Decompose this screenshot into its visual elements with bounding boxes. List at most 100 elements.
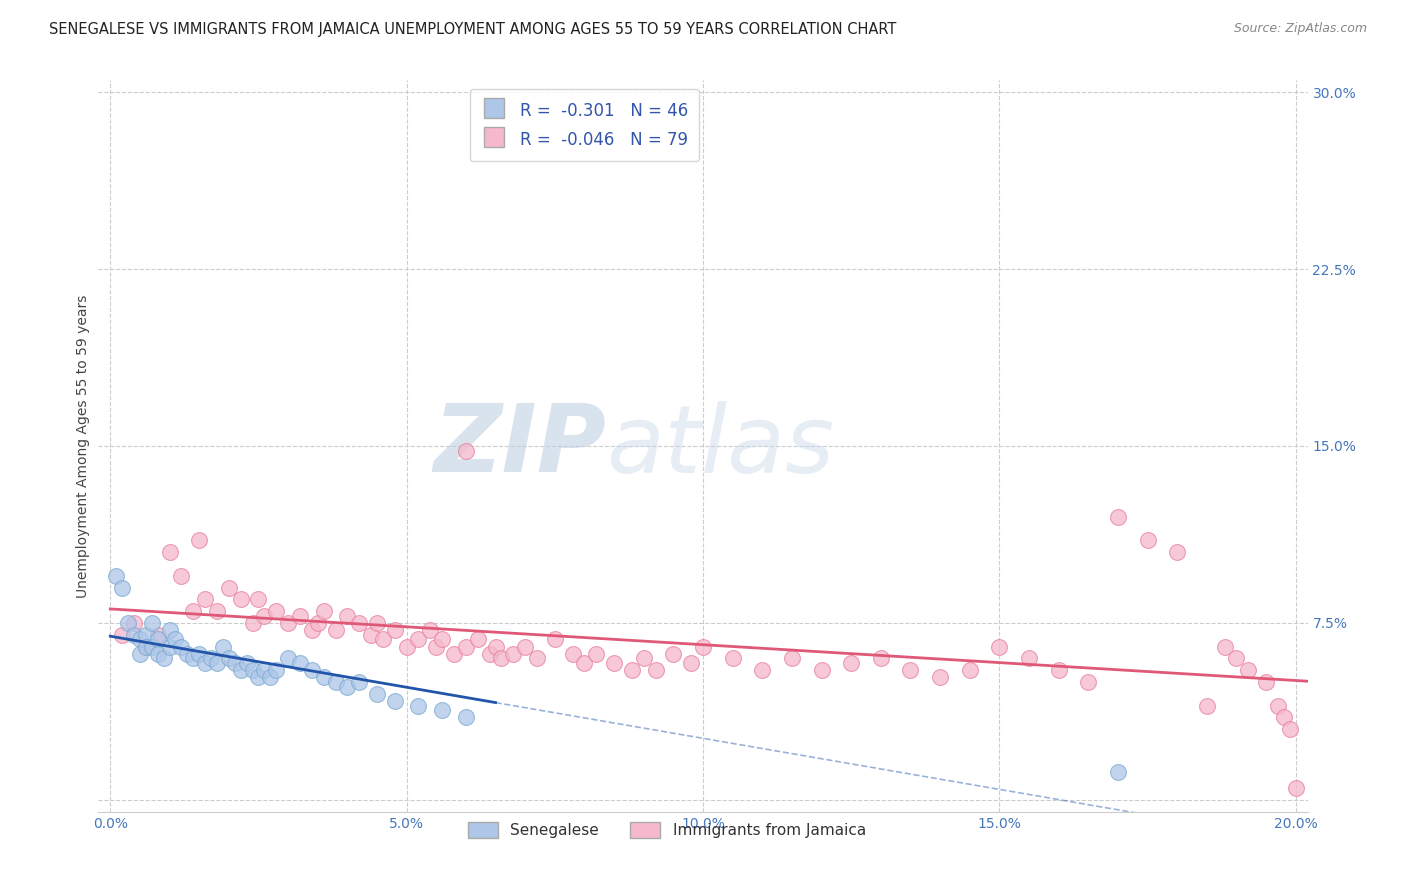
Point bbox=[780, 651, 803, 665]
Point bbox=[152, 651, 174, 665]
Point bbox=[360, 628, 382, 642]
Point bbox=[301, 623, 323, 637]
Point bbox=[200, 651, 222, 665]
Point bbox=[325, 675, 347, 690]
Point bbox=[633, 651, 655, 665]
Point bbox=[205, 604, 228, 618]
Point bbox=[1254, 675, 1277, 690]
Point bbox=[312, 604, 335, 618]
Point bbox=[515, 640, 537, 654]
Y-axis label: Unemployment Among Ages 55 to 59 years: Unemployment Among Ages 55 to 59 years bbox=[76, 294, 90, 598]
Point bbox=[135, 640, 157, 654]
Point bbox=[1272, 710, 1295, 724]
Point bbox=[1107, 509, 1129, 524]
Point bbox=[620, 663, 643, 677]
Point bbox=[288, 656, 311, 670]
Point bbox=[1077, 675, 1099, 690]
Point bbox=[347, 615, 370, 630]
Point bbox=[135, 640, 157, 654]
Point bbox=[247, 592, 270, 607]
Point bbox=[839, 656, 862, 670]
Point bbox=[224, 656, 246, 670]
Point bbox=[159, 640, 181, 654]
Point bbox=[264, 604, 287, 618]
Text: ZIP: ZIP bbox=[433, 400, 606, 492]
Point bbox=[491, 651, 513, 665]
Point bbox=[432, 703, 454, 717]
Point bbox=[869, 651, 891, 665]
Point bbox=[229, 663, 252, 677]
Point bbox=[117, 615, 139, 630]
Point bbox=[1166, 545, 1188, 559]
Point bbox=[1107, 764, 1129, 779]
Point bbox=[242, 663, 264, 677]
Point bbox=[253, 608, 276, 623]
Point bbox=[247, 670, 270, 684]
Point bbox=[146, 632, 169, 647]
Point bbox=[371, 632, 394, 647]
Point bbox=[959, 663, 981, 677]
Point bbox=[194, 592, 217, 607]
Point bbox=[264, 663, 287, 677]
Point bbox=[111, 628, 134, 642]
Point bbox=[1267, 698, 1289, 713]
Point bbox=[544, 632, 567, 647]
Point bbox=[561, 647, 583, 661]
Point bbox=[218, 651, 240, 665]
Point bbox=[159, 623, 181, 637]
Point bbox=[574, 656, 596, 670]
Point bbox=[1047, 663, 1070, 677]
Point bbox=[810, 663, 832, 677]
Text: Source: ZipAtlas.com: Source: ZipAtlas.com bbox=[1233, 22, 1367, 36]
Point bbox=[176, 647, 198, 661]
Point bbox=[384, 694, 406, 708]
Point bbox=[336, 608, 359, 623]
Point bbox=[603, 656, 626, 670]
Point bbox=[1018, 651, 1040, 665]
Point bbox=[212, 640, 235, 654]
Point bbox=[644, 663, 666, 677]
Point bbox=[1213, 640, 1236, 654]
Point bbox=[229, 592, 252, 607]
Point bbox=[277, 615, 299, 630]
Point bbox=[384, 623, 406, 637]
Point bbox=[432, 632, 454, 647]
Point bbox=[408, 698, 430, 713]
Point bbox=[478, 647, 501, 661]
Point bbox=[218, 581, 240, 595]
Point bbox=[181, 651, 204, 665]
Point bbox=[692, 640, 714, 654]
Point bbox=[1136, 533, 1159, 548]
Point bbox=[366, 615, 388, 630]
Point bbox=[751, 663, 773, 677]
Point bbox=[443, 647, 465, 661]
Point bbox=[312, 670, 335, 684]
Point bbox=[194, 656, 217, 670]
Legend: Senegalese, Immigrants from Jamaica: Senegalese, Immigrants from Jamaica bbox=[461, 816, 872, 845]
Point bbox=[484, 640, 506, 654]
Point bbox=[1225, 651, 1247, 665]
Point bbox=[259, 670, 281, 684]
Point bbox=[188, 533, 211, 548]
Point bbox=[122, 615, 145, 630]
Point bbox=[301, 663, 323, 677]
Point bbox=[408, 632, 430, 647]
Point bbox=[454, 640, 477, 654]
Point bbox=[141, 615, 163, 630]
Point bbox=[141, 640, 163, 654]
Point bbox=[425, 640, 447, 654]
Point bbox=[721, 651, 744, 665]
Point bbox=[242, 615, 264, 630]
Point bbox=[111, 581, 134, 595]
Point bbox=[277, 651, 299, 665]
Point bbox=[129, 647, 152, 661]
Point bbox=[419, 623, 441, 637]
Point bbox=[467, 632, 489, 647]
Point bbox=[146, 647, 169, 661]
Point bbox=[454, 710, 477, 724]
Point bbox=[585, 647, 607, 661]
Point bbox=[502, 647, 524, 661]
Point bbox=[105, 568, 128, 582]
Point bbox=[170, 568, 193, 582]
Point bbox=[181, 604, 204, 618]
